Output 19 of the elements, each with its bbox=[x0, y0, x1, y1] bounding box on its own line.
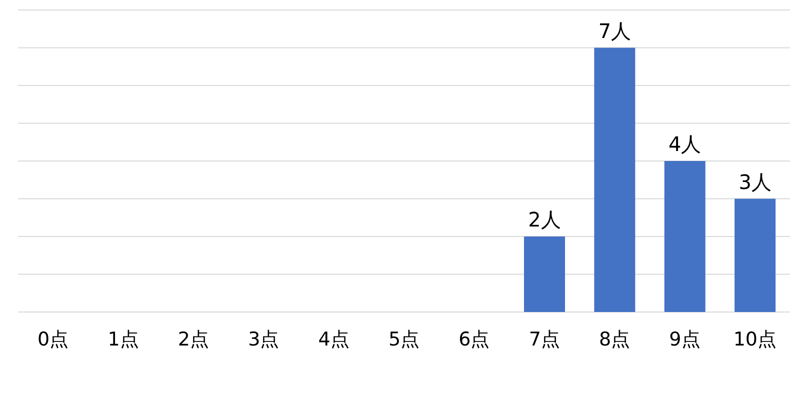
x-tick-label: 7点 bbox=[528, 328, 560, 350]
data-label: 7人 bbox=[598, 18, 632, 43]
bar bbox=[594, 48, 636, 312]
x-tick-label: 6点 bbox=[458, 328, 490, 350]
x-tick-label: 0点 bbox=[38, 328, 69, 350]
bar bbox=[664, 161, 706, 312]
x-tick-label: 4点 bbox=[318, 328, 350, 350]
x-tick-label: 9点 bbox=[669, 328, 700, 350]
bar bbox=[734, 198, 776, 312]
x-tick-label: 3点 bbox=[248, 328, 280, 350]
x-tick-label: 1点 bbox=[108, 328, 139, 350]
x-tick-label: 2点 bbox=[178, 328, 209, 350]
data-label: 3人 bbox=[738, 170, 772, 194]
x-tick-label: 10点 bbox=[733, 328, 777, 350]
x-tick-label: 5点 bbox=[388, 328, 420, 350]
data-label: 4人 bbox=[668, 132, 702, 156]
x-tick-label: 8点 bbox=[599, 328, 630, 350]
data-label: 2人 bbox=[528, 208, 561, 232]
bar bbox=[524, 236, 566, 312]
